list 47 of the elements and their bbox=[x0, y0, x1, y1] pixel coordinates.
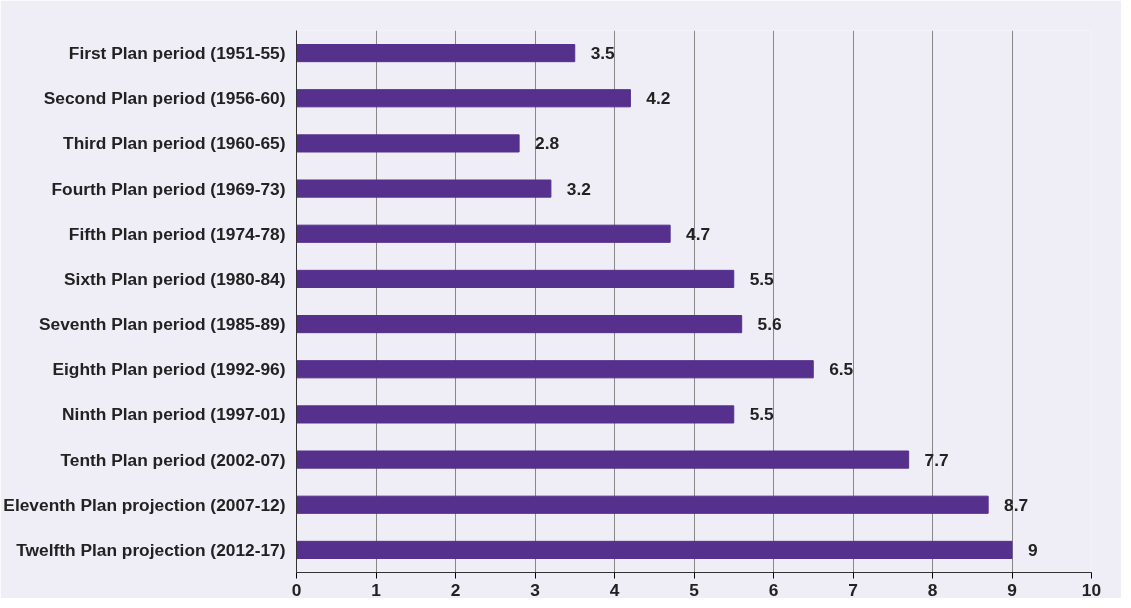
bar bbox=[296, 360, 814, 379]
bar bbox=[296, 134, 520, 153]
y-tick-label: Second Plan period (1956-60) bbox=[43, 88, 286, 109]
x-tick-label: 5 bbox=[689, 579, 700, 600]
bar bbox=[296, 315, 743, 334]
x-tick-label: 10 bbox=[1081, 579, 1102, 600]
y-tick-label: Fifth Plan period (1974-78) bbox=[68, 223, 286, 244]
y-tick-label: Eighth Plan period (1992-96) bbox=[52, 359, 286, 380]
data-label: 3.5 bbox=[590, 43, 616, 64]
bar bbox=[296, 44, 576, 63]
bar bbox=[296, 269, 735, 288]
bar bbox=[296, 179, 552, 198]
y-tick-label: Sixth Plan period (1980-84) bbox=[64, 268, 286, 289]
x-tick-label: 3 bbox=[530, 579, 541, 600]
x-tick-label: 1 bbox=[371, 579, 382, 600]
data-label: 5.6 bbox=[757, 314, 783, 335]
data-label: 5.5 bbox=[749, 404, 775, 425]
x-tick-label: 9 bbox=[1007, 579, 1017, 600]
x-tick-label: 2 bbox=[450, 579, 461, 600]
y-tick-label: Seventh Plan period (1985-89) bbox=[38, 314, 286, 335]
x-tick-label: 0 bbox=[291, 579, 302, 600]
data-label: 6.5 bbox=[829, 359, 854, 380]
data-label: 2.8 bbox=[535, 133, 560, 154]
bar bbox=[296, 224, 671, 243]
data-label: 4.2 bbox=[646, 88, 671, 109]
data-label: 5.5 bbox=[749, 268, 775, 289]
bar bbox=[296, 495, 989, 514]
bar bbox=[296, 89, 631, 108]
y-tick-label: Twelfth Plan projection (2012-17) bbox=[16, 539, 286, 560]
data-label: 7.7 bbox=[924, 449, 949, 470]
data-label: 8.7 bbox=[1004, 494, 1029, 515]
y-tick-label: Fourth Plan period (1969-73) bbox=[51, 178, 286, 199]
y-tick-label: First Plan period (1951-55) bbox=[68, 43, 286, 64]
bar bbox=[296, 450, 910, 469]
y-tick-label: Third Plan period (1960-65) bbox=[63, 133, 286, 154]
x-tick-label: 4 bbox=[609, 579, 620, 600]
data-label: 9 bbox=[1027, 539, 1038, 560]
x-tick-label: 6 bbox=[768, 579, 779, 600]
y-tick-label: Eleventh Plan projection (2007-12) bbox=[3, 494, 286, 515]
data-label: 3.2 bbox=[566, 178, 591, 199]
data-label: 4.7 bbox=[686, 223, 711, 244]
x-tick-label: 7 bbox=[848, 579, 858, 600]
bar bbox=[296, 405, 735, 424]
y-tick-label: Ninth Plan period (1997-01) bbox=[62, 404, 286, 425]
x-tick-label: 8 bbox=[927, 579, 938, 600]
y-tick-label: Tenth Plan period (2002-07) bbox=[60, 449, 286, 470]
bar bbox=[296, 540, 1013, 559]
